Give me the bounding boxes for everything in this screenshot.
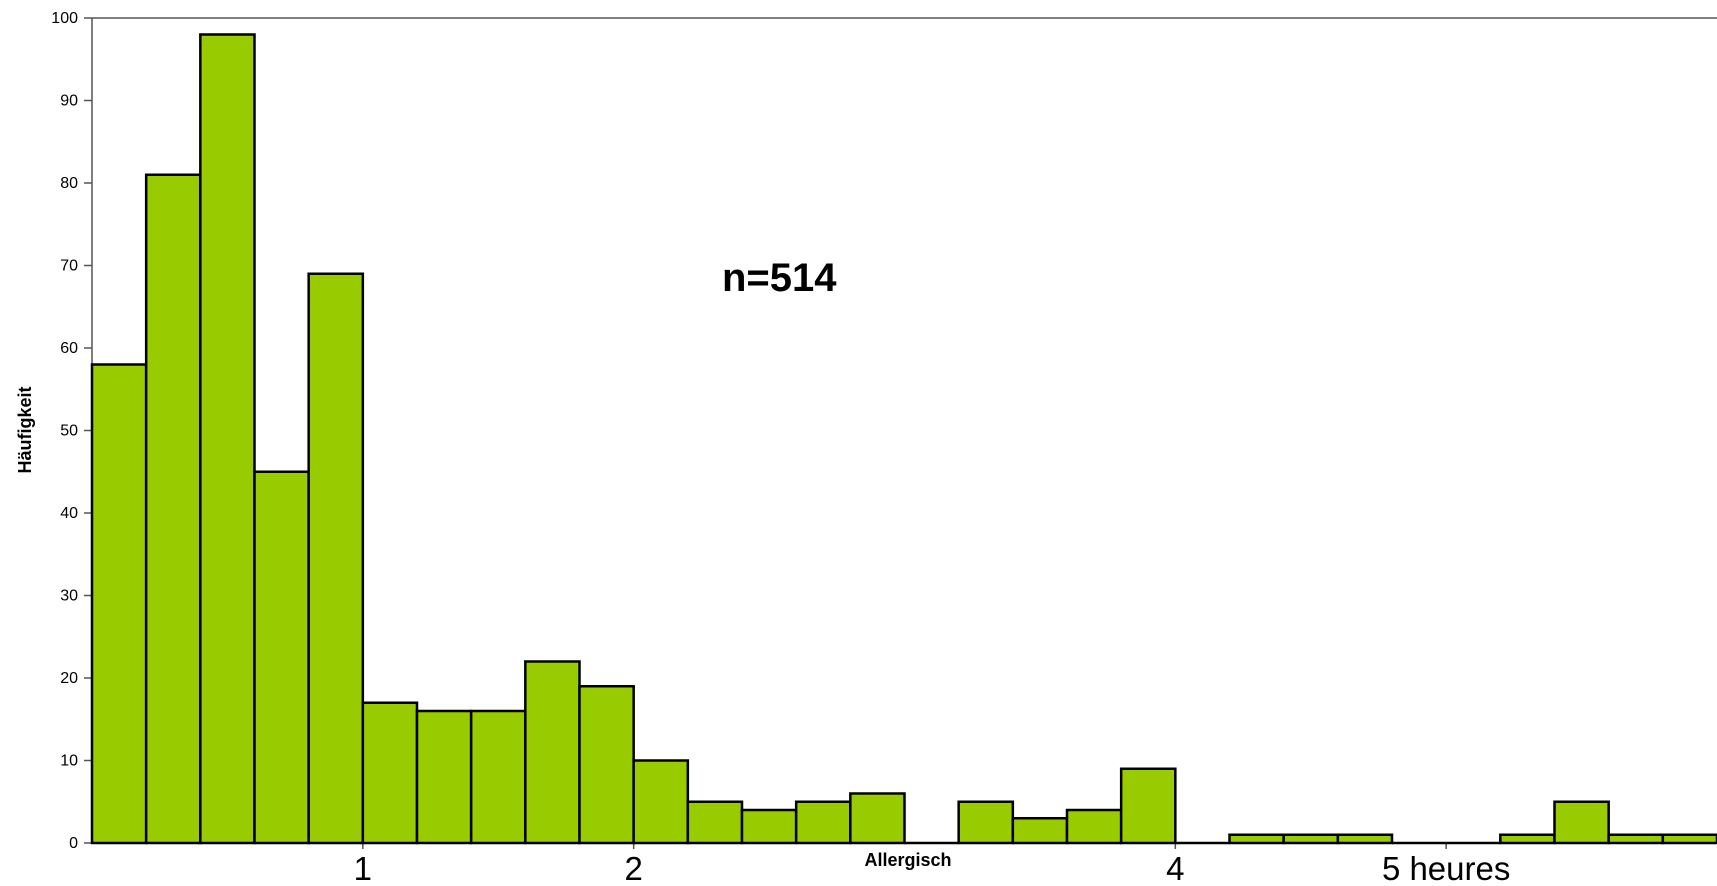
x-axis-label: Allergisch — [864, 850, 951, 870]
y-tick-label: 50 — [60, 423, 78, 440]
histogram-bar — [307, 272, 365, 845]
histogram-bar — [794, 800, 852, 845]
histogram-bar — [1661, 833, 1717, 845]
histogram-bar — [1336, 833, 1394, 845]
histogram-bar — [1607, 833, 1665, 845]
y-axis: 0 10 20 30 40 50 60 70 80 90 100 — [51, 10, 1717, 852]
histogram-bar — [957, 800, 1015, 845]
histogram-bar — [1119, 767, 1177, 845]
histogram-bar — [1011, 817, 1069, 845]
histogram-bar — [1282, 833, 1340, 845]
y-tick-label: 20 — [60, 670, 78, 687]
x-tick-label: 4 — [1166, 850, 1184, 886]
histogram-bar — [361, 701, 419, 845]
y-axis-label: Häufigkeit — [15, 386, 35, 473]
histogram-bar — [144, 173, 202, 845]
y-tick-label: 40 — [60, 505, 78, 522]
histogram-bar — [469, 709, 527, 845]
histogram-bar — [253, 470, 310, 845]
histogram-bar — [1065, 808, 1123, 845]
x-tick-label: 2 — [624, 850, 642, 886]
y-tick-label: 10 — [60, 753, 78, 770]
histogram-bar — [415, 709, 473, 845]
histogram-bar — [578, 685, 635, 845]
histogram-bar — [686, 800, 744, 845]
histogram-bar — [524, 660, 581, 845]
y-tick-label: 100 — [51, 10, 78, 27]
y-tick-label: 60 — [60, 340, 78, 357]
histogram-bar — [1228, 833, 1285, 845]
histogram-bar — [1553, 800, 1610, 845]
bars — [90, 33, 1717, 845]
x-tick-label: 1 — [354, 850, 372, 886]
sample-size-annotation: n=514 — [722, 256, 837, 300]
y-tick-label: 80 — [60, 175, 78, 192]
y-tick-label: 0 — [69, 835, 78, 852]
histogram-bar — [849, 792, 906, 845]
histogram-bar — [1499, 833, 1556, 845]
x-tick-label: 5 heures — [1382, 850, 1510, 886]
y-tick-label: 30 — [60, 588, 78, 605]
y-tick-label: 90 — [60, 93, 78, 110]
histogram-bar — [199, 33, 256, 845]
histogram-bar — [632, 759, 690, 845]
histogram-bar — [90, 363, 148, 845]
histogram-bar — [740, 808, 798, 845]
y-tick-label: 70 — [60, 258, 78, 275]
